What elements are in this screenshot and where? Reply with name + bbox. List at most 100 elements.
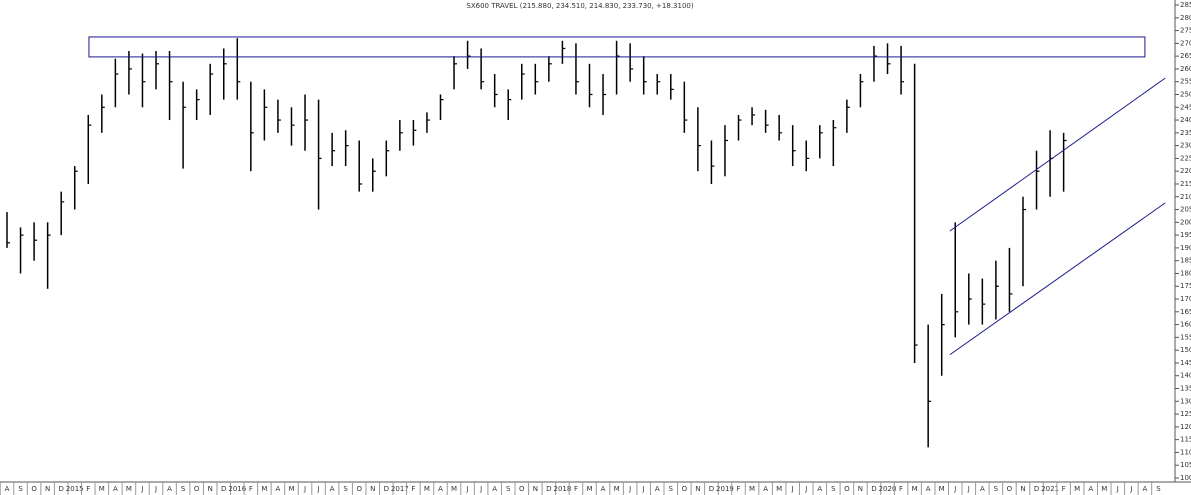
x-tick-label: D [546,485,551,493]
x-tick-label: S [506,485,511,493]
y-tick-label: 190 [1180,244,1191,252]
x-tick-label: O [194,485,200,493]
x-tick-label: J [479,485,482,493]
y-tick-label: 115 [1180,436,1191,444]
x-tick-label: F [736,485,740,493]
x-tick-label: O [31,485,37,493]
x-tick-label: A [167,485,172,493]
y-tick-label: 270 [1180,39,1191,47]
y-tick-label: 200 [1180,218,1191,226]
x-tick-label: F [899,485,903,493]
x-tick-label: 2020 [879,485,897,493]
x-tick-label: J [466,485,469,493]
x-tick-label: M [1074,485,1080,493]
x-tick-label: S [343,485,348,493]
x-tick-label: M [99,485,105,493]
y-tick-label: 220 [1180,167,1191,175]
x-tick-label: N [1020,485,1025,493]
y-tick-label: 275 [1180,27,1191,35]
x-tick-label: A [601,485,606,493]
y-tick-label: 245 [1180,103,1191,111]
x-tick-label: M [288,485,294,493]
x-tick-label: A [763,485,768,493]
y-tick-label: 130 [1180,397,1191,405]
x-tick-label: O [356,485,362,493]
x-tick-label: 2015 [66,485,84,493]
x-tick-label: J [804,485,807,493]
y-tick-label: 100 [1180,474,1191,482]
x-tick-label: D [58,485,63,493]
x-tick-label: 2018 [553,485,571,493]
x-tick-label: F [411,485,415,493]
x-tick-label: A [926,485,931,493]
y-tick-label: 235 [1180,129,1191,137]
x-tick-label: J [140,485,143,493]
x-tick-label: M [451,485,457,493]
y-tick-label: 225 [1180,154,1191,162]
y-tick-label: 255 [1180,78,1191,86]
x-tick-label: A [438,485,443,493]
channel-line [949,202,1166,356]
x-tick-label: A [492,485,497,493]
x-tick-label: J [642,485,645,493]
x-tick-label: 2021 [1041,485,1059,493]
x-tick-label: A [817,485,822,493]
x-tick-label: D [871,485,876,493]
x-tick-label: F [86,485,90,493]
x-tick-label: O [1007,485,1013,493]
y-tick-label: 105 [1180,461,1191,469]
x-tick-label: 2017 [391,485,409,493]
x-tick-label: J [154,485,157,493]
y-tick-label: 265 [1180,52,1191,60]
x-tick-label: F [249,485,253,493]
x-tick-label: M [126,485,132,493]
x-tick-label: J [303,485,306,493]
y-tick-label: 260 [1180,65,1191,73]
y-tick-label: 155 [1180,333,1191,341]
x-tick-label: M [586,485,592,493]
x-tick-label: O [844,485,850,493]
x-tick-label: J [1116,485,1119,493]
x-tick-label: O [682,485,688,493]
x-tick-label: M [1101,485,1107,493]
x-tick-label: N [208,485,213,493]
x-tick-label: S [181,485,186,493]
y-tick-label: 110 [1180,448,1191,456]
x-tick-label: D [221,485,226,493]
x-tick-label: D [384,485,389,493]
x-tick-label: M [261,485,267,493]
x-tick-label: J [967,485,970,493]
y-tick-label: 215 [1180,180,1191,188]
x-tick-label: A [1088,485,1093,493]
x-tick-label: 2019 [716,485,734,493]
x-tick-label: M [776,485,782,493]
x-tick-label: 2016 [228,485,246,493]
channel-line [949,77,1166,232]
x-tick-label: J [628,485,631,493]
x-tick-label: N [370,485,375,493]
x-tick-label: A [5,485,10,493]
x-tick-label: N [858,485,863,493]
x-tick-label: A [330,485,335,493]
x-tick-label: A [276,485,281,493]
y-tick-label: 285 [1180,1,1191,9]
y-tick-label: 135 [1180,385,1191,393]
x-tick-label: A [655,485,660,493]
x-tick-label: N [695,485,700,493]
y-tick-label: 145 [1180,359,1191,367]
y-tick-label: 140 [1180,372,1191,380]
y-tick-label: 280 [1180,14,1191,22]
x-tick-label: A [1143,485,1148,493]
x-tick-label: D [709,485,714,493]
y-tick-label: 205 [1180,206,1191,214]
y-tick-label: 250 [1180,90,1191,98]
x-tick-label: M [424,485,430,493]
y-tick-label: 125 [1180,410,1191,418]
y-tick-label: 170 [1180,295,1191,303]
x-tick-label: M [749,485,755,493]
x-tick-label: N [533,485,538,493]
x-tick-label: N [45,485,50,493]
x-tick-label: J [791,485,794,493]
